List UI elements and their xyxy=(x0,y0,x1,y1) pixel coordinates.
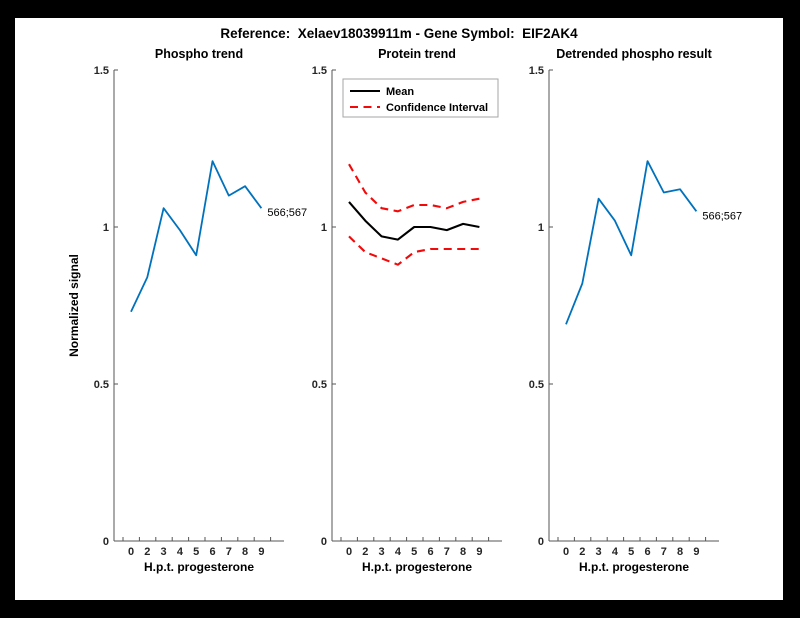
x-tick-label: 0 xyxy=(128,546,134,558)
x-tick-label: 7 xyxy=(661,546,667,558)
y-tick-label: 0 xyxy=(538,536,544,548)
series-annotation: 566;567 xyxy=(267,207,307,219)
x-tick-label: 8 xyxy=(677,546,683,558)
x-tick-label: 4 xyxy=(395,546,402,558)
x-tick-label: 6 xyxy=(209,546,215,558)
y-tick-label: 0.5 xyxy=(312,379,327,391)
y-tick-label: 0 xyxy=(103,536,109,548)
x-tick-label: 0 xyxy=(346,546,352,558)
y-tick-label: 1.5 xyxy=(312,65,327,77)
x-tick-label: 8 xyxy=(460,546,466,558)
subplot-title: Detrended phospho result xyxy=(556,47,712,61)
x-tick-label: 3 xyxy=(379,546,385,558)
x-axis-label: H.p.t. progesterone xyxy=(144,560,254,574)
x-tick-label: 9 xyxy=(476,546,482,558)
x-tick-label: 8 xyxy=(242,546,248,558)
y-tick-label: 1.5 xyxy=(94,65,109,77)
legend-label: Mean xyxy=(386,86,414,98)
y-tick-label: 1 xyxy=(103,222,109,234)
series-annotation: 566;567 xyxy=(702,210,742,222)
y-tick-label: 0 xyxy=(321,536,327,548)
legend-box xyxy=(342,78,499,118)
x-tick-label: 3 xyxy=(161,546,167,558)
x-tick-label: 7 xyxy=(444,546,450,558)
x-axis-label: H.p.t. progesterone xyxy=(362,560,472,574)
legend-label: Confidence Interval xyxy=(386,102,488,114)
x-axis-label: H.p.t. progesterone xyxy=(579,560,689,574)
detrended-phospho-signal-line xyxy=(565,160,698,325)
x-tick-label: 2 xyxy=(579,546,585,558)
x-tick-label: 2 xyxy=(362,546,368,558)
x-tick-label: 5 xyxy=(628,546,634,558)
mean-line xyxy=(348,201,480,241)
x-tick-label: 9 xyxy=(693,546,699,558)
x-tick-label: 6 xyxy=(644,546,650,558)
y-tick-label: 1 xyxy=(538,222,544,234)
subplot-title: Phospho trend xyxy=(155,47,243,61)
x-tick-label: 2 xyxy=(144,546,150,558)
x-tick-label: 0 xyxy=(563,546,569,558)
x-tick-label: 9 xyxy=(258,546,264,558)
confidence-interval-lower-line xyxy=(348,235,480,266)
figure-title: Reference: Xelaev18039911m - Gene Symbol… xyxy=(220,26,578,41)
phospho-signal-line xyxy=(130,160,263,313)
y-tick-label: 0.5 xyxy=(529,379,544,391)
subplot-title: Protein trend xyxy=(378,47,456,61)
x-tick-label: 7 xyxy=(226,546,232,558)
y-axis-label: Normalized signal xyxy=(67,254,81,357)
confidence-interval-upper-line xyxy=(348,163,480,213)
y-tick-label: 1.5 xyxy=(529,65,544,77)
x-tick-label: 4 xyxy=(612,546,619,558)
x-tick-label: 5 xyxy=(193,546,199,558)
matlab-figure: Reference: Xelaev18039911m - Gene Symbol… xyxy=(15,18,783,600)
y-tick-label: 1 xyxy=(321,222,327,234)
x-tick-label: 6 xyxy=(427,546,433,558)
x-tick-label: 5 xyxy=(411,546,417,558)
x-tick-label: 3 xyxy=(596,546,602,558)
y-tick-label: 0.5 xyxy=(94,379,109,391)
x-tick-label: 4 xyxy=(177,546,184,558)
